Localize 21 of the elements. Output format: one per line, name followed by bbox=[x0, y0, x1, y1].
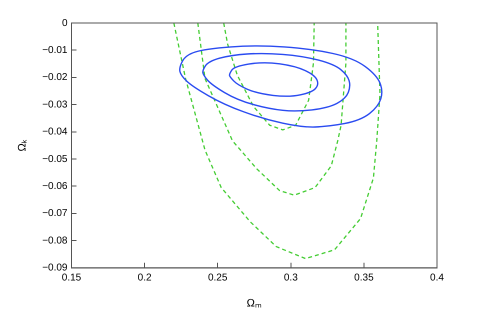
y-tick-label: −0.04 bbox=[42, 126, 68, 138]
y-tick-label: 0 bbox=[62, 18, 68, 29]
y-tick-label: −0.08 bbox=[42, 235, 68, 246]
x-tick-label: 0.35 bbox=[354, 272, 374, 284]
y-tick-label: −0.09 bbox=[42, 262, 68, 274]
y-tick-label: −0.07 bbox=[42, 208, 68, 220]
y-tick-label: −0.05 bbox=[42, 154, 68, 165]
line-series bbox=[197, 23, 347, 196]
x-tick-label: 0.25 bbox=[208, 272, 228, 284]
x-tick-label: 0.4 bbox=[430, 272, 444, 284]
y-tick-label: −0.06 bbox=[42, 180, 68, 192]
y-tick-label: −0.01 bbox=[42, 44, 68, 56]
x-tick-label: 0.15 bbox=[62, 272, 82, 284]
y-tick-label: −0.03 bbox=[42, 99, 68, 110]
y-axis-title: Ωₖ bbox=[16, 139, 29, 152]
x-axis-title: Ωₘ bbox=[246, 297, 262, 310]
x-tick-label: 0.2 bbox=[138, 272, 152, 284]
line-series bbox=[223, 23, 315, 131]
line-series bbox=[173, 23, 381, 260]
x-tick-label: 0.3 bbox=[284, 272, 298, 284]
y-tick-label: −0.02 bbox=[42, 72, 68, 84]
